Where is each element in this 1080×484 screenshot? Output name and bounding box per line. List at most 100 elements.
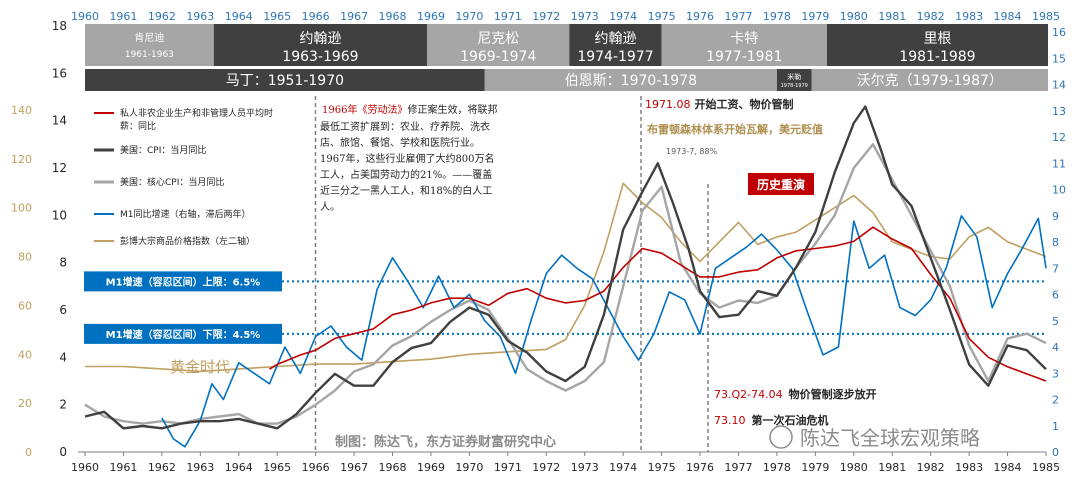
bottom-year-tick: 1980	[840, 461, 868, 474]
right-axis-tick: 14	[1052, 79, 1066, 92]
top-year-tick: 1966	[302, 10, 330, 23]
fed-chair-band: 马丁：1951-1970 伯恩斯：1970-1978 米勒 1978-1979 沃尔克（…	[85, 69, 1048, 91]
history-replay-box	[748, 173, 814, 195]
bottom-year-tick: 1965	[263, 461, 291, 474]
legend: 私人非农企业生产和非管理人员平均时薪：同比美国：CPI：当月同比美国：核心CPI…	[94, 107, 273, 247]
tolerance-label: M1增速（容忍区间）下限：4.5%	[106, 328, 261, 341]
president-years: 1969-1974	[460, 49, 536, 65]
right-axis-tick: 5	[1052, 315, 1059, 328]
left-axis-tick: 16	[52, 66, 67, 80]
top-year-tick: 1979	[801, 10, 829, 23]
left-axis-tick: 4	[59, 350, 67, 364]
top-year-tick: 1971	[494, 10, 522, 23]
legend-label-cont: 薪：同比	[120, 120, 156, 132]
president-name: 肯尼迪	[134, 31, 164, 44]
series-line	[84, 105, 1047, 430]
left2-axis-tick: 20	[18, 397, 32, 410]
law-1966-name: 《劳动法》	[357, 103, 407, 116]
bottom-year-tick: 1976	[686, 461, 714, 474]
top-year-tick: 1967	[340, 10, 368, 23]
oil-crisis-date: 73.10	[714, 414, 746, 427]
left-axis-tick: 6	[59, 303, 67, 317]
wage-control-date: 1971.08	[645, 98, 691, 111]
top-year-tick: 1978	[763, 10, 791, 23]
left-axis-tick: 0	[59, 445, 67, 459]
bottom-year-tick: 1982	[917, 461, 945, 474]
president-segment	[427, 24, 570, 66]
right-axis-tick: 11	[1052, 157, 1066, 170]
president-band: 肯尼迪 1961-1963 约翰逊 1963-1969 尼克松 1969-1974 约翰逊 1…	[85, 24, 1048, 66]
president-segment	[213, 24, 428, 66]
tolerance-label-box	[84, 323, 282, 344]
left2-axis-tick: 60	[18, 299, 32, 312]
bottom-year-tick: 1971	[494, 461, 522, 474]
bottom-year-tick: 1961	[109, 461, 137, 474]
bottom-year-tick: 1985	[1032, 461, 1060, 474]
left-axis-tick: 14	[52, 114, 67, 128]
bottom-year-tick: 1981	[878, 461, 906, 474]
bottom-year-tick: 1968	[379, 461, 407, 474]
fed-chair-name: 马丁：1951-1970	[226, 73, 344, 89]
top-year-tick: 1964	[225, 10, 253, 23]
president-segment	[569, 24, 662, 66]
legend-label: 彭博大宗商品价格指数（左二轴）	[120, 235, 255, 247]
left2-axis: 0 20 40 60 80 100 120 140	[11, 104, 32, 459]
right-axis-tick: 10	[1052, 184, 1066, 197]
top-year-tick: 1973	[571, 10, 599, 23]
president-segment	[826, 24, 1048, 66]
bottom-year-tick: 1970	[455, 461, 483, 474]
fed-chair-segment	[811, 69, 1048, 91]
series-line	[269, 226, 1047, 382]
bottom-year-tick: 1984	[994, 461, 1022, 474]
top-year-axis: 1960 1961 1962 1963 1964 1965 1966 1967 1968 1969…	[71, 10, 1060, 23]
series-layer	[84, 105, 1047, 448]
bottom-year-tick: 1962	[148, 461, 176, 474]
peak-note: 1973-7, 88%	[666, 147, 718, 156]
top-year-tick: 1962	[148, 10, 176, 23]
right-axis-tick: 0	[1052, 446, 1059, 459]
bottom-year-axis: 1960 1961 1962 1963 1964 1965 1966 1967 1968 1969…	[71, 452, 1060, 474]
law-1966-rest: 修正案生效，将联邦	[407, 103, 497, 116]
top-year-tick: 1972	[532, 10, 560, 23]
bottom-year-tick: 1974	[609, 461, 637, 474]
fed-chair-segment	[484, 69, 777, 91]
watermark-text: 陈达飞全球宏观策略	[800, 426, 980, 450]
left2-axis-tick: 40	[18, 348, 32, 361]
left-axis-tick: 10	[52, 208, 67, 222]
top-year-tick: 1983	[955, 10, 983, 23]
top-year-tick: 1960	[71, 10, 99, 23]
tolerance-label-box	[84, 271, 282, 292]
right-axis-tick: 4	[1052, 341, 1059, 354]
president-years: 1963-1969	[282, 49, 358, 65]
left2-axis-tick: 100	[11, 202, 32, 215]
top-year-tick: 1970	[455, 10, 483, 23]
law-1966-line5: 工人，占美国劳动力的21%。——覆盖	[320, 168, 492, 181]
left-axis-tick: 12	[52, 161, 67, 175]
top-year-tick: 1982	[917, 10, 945, 23]
fed-chair-segment	[85, 69, 485, 91]
right-axis-tick: 6	[1052, 289, 1059, 302]
bottom-year-tick: 1963	[186, 461, 214, 474]
bottom-year-tick: 1983	[955, 461, 983, 474]
law-1966-line1: 1966年《劳动法》修正案生效，将联邦	[322, 103, 497, 116]
fed-chair-segment	[776, 69, 812, 91]
right-axis-tick: 1	[1052, 420, 1059, 433]
president-years: 1961-1963	[125, 50, 174, 60]
wage-control-text: 开始工资、物价管制	[695, 97, 794, 111]
bottom-year-tick: 1975	[648, 461, 676, 474]
legend-label: 私人非农企业生产和非管理人员平均时	[120, 107, 273, 119]
top-year-tick: 1968	[379, 10, 407, 23]
bottom-year-tick: 1977	[724, 461, 752, 474]
history-replay-label: 历史重演	[757, 177, 805, 192]
fed-chair-name: 米勒	[787, 72, 801, 81]
right-axis-tick: 2	[1052, 394, 1059, 407]
president-name: 尼克松	[477, 31, 519, 47]
legend-label: 美国：核心CPI：当月同比	[120, 176, 224, 188]
legend-label: M1同比增速（右轴，滞后两年）	[120, 208, 251, 220]
law-1966-line7: 人。	[320, 201, 340, 213]
top-year-tick: 1965	[263, 10, 291, 23]
president-years: 1981-1989	[899, 49, 975, 65]
top-year-tick: 1963	[186, 10, 214, 23]
